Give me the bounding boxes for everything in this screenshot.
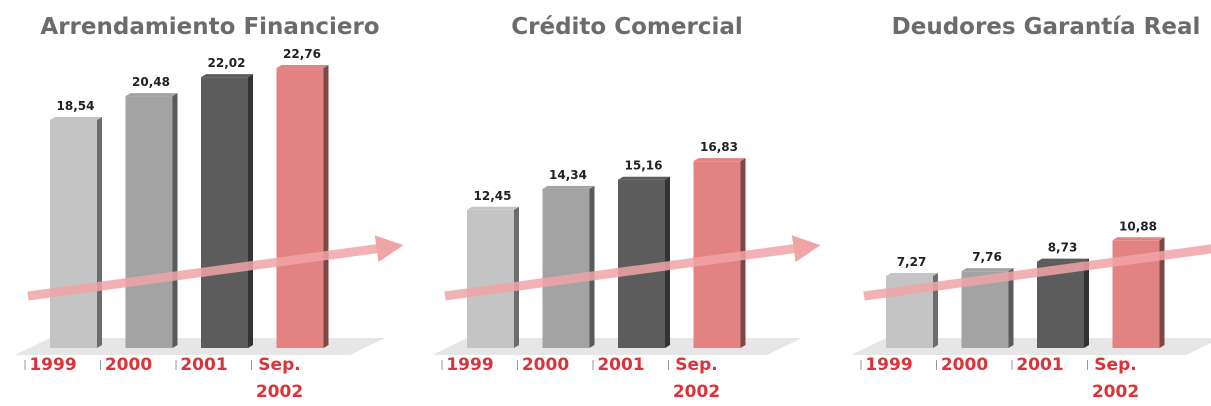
value-label: 7,27 xyxy=(897,255,927,269)
bar-side xyxy=(1159,237,1165,348)
bar xyxy=(276,68,324,348)
category-label: Sep. 2002 xyxy=(672,355,721,402)
bar-side xyxy=(1008,268,1014,348)
bar-side xyxy=(172,93,178,348)
value-label: 14,34 xyxy=(549,168,587,182)
bar-top xyxy=(542,185,595,189)
bar-side xyxy=(589,185,595,348)
value-label: 22,02 xyxy=(208,56,246,70)
bar xyxy=(201,77,248,349)
bar xyxy=(467,209,514,348)
category-label: Sep. 2002 xyxy=(1091,355,1140,402)
chart-title: Arrendamiento Financiero xyxy=(40,14,379,40)
bar xyxy=(50,119,97,348)
bar-top xyxy=(201,74,253,78)
category-label: 2000 xyxy=(104,355,153,375)
value-label: 18,54 xyxy=(57,99,95,113)
chart-panel: Deudores Garantía Real 7,27 7,76 8,73 10,88 xyxy=(851,14,1211,370)
category-label: 2001 xyxy=(180,355,228,375)
bar-top xyxy=(1037,258,1089,262)
bar-top xyxy=(961,268,1014,272)
bar-top xyxy=(50,116,102,120)
chart-panel: Crédito Comercial 12,45 14,34 15,16 16,83 xyxy=(432,14,821,370)
trend-arrow xyxy=(863,235,1211,301)
bar-side xyxy=(514,206,519,348)
value-label: 10,88 xyxy=(1119,219,1157,233)
bar-top xyxy=(467,206,519,210)
bar-top xyxy=(1112,237,1165,241)
category-label: 2001 xyxy=(1016,355,1064,375)
category-label: 2001 xyxy=(597,355,645,375)
bar-side xyxy=(1084,258,1089,348)
chart-panel: Arrendamiento Financiero 18,54 20,48 22,02 2… xyxy=(15,14,404,370)
category-label: 1999 xyxy=(29,355,77,375)
category-label: 1999 xyxy=(446,355,494,375)
category-label: Sep. 2002 xyxy=(255,355,304,402)
value-label: 22,76 xyxy=(283,47,321,61)
bar-side xyxy=(933,273,938,348)
bar-top xyxy=(276,65,329,69)
value-label: 20,48 xyxy=(132,75,170,89)
value-label: 7,76 xyxy=(972,250,1002,264)
bar-top xyxy=(618,176,670,180)
bar xyxy=(125,96,173,348)
value-label: 12,45 xyxy=(474,189,512,203)
trend-arrow xyxy=(27,235,404,301)
bar-side xyxy=(97,116,102,348)
bar-top xyxy=(886,273,938,277)
category-label: 2000 xyxy=(940,355,989,375)
value-label: 15,16 xyxy=(625,159,663,173)
value-label: 16,83 xyxy=(700,140,738,154)
chart-title: Deudores Garantía Real xyxy=(892,14,1201,40)
trend-arrow xyxy=(444,235,821,301)
bar xyxy=(542,188,590,348)
bar-top xyxy=(693,158,746,162)
value-label: 8,73 xyxy=(1048,241,1078,255)
bar-top xyxy=(125,93,178,97)
bar-side xyxy=(248,74,253,349)
category-label: 1999 xyxy=(865,355,913,375)
category-label: 2000 xyxy=(521,355,570,375)
bar-side xyxy=(323,65,329,348)
chart-title: Crédito Comercial xyxy=(511,14,742,40)
